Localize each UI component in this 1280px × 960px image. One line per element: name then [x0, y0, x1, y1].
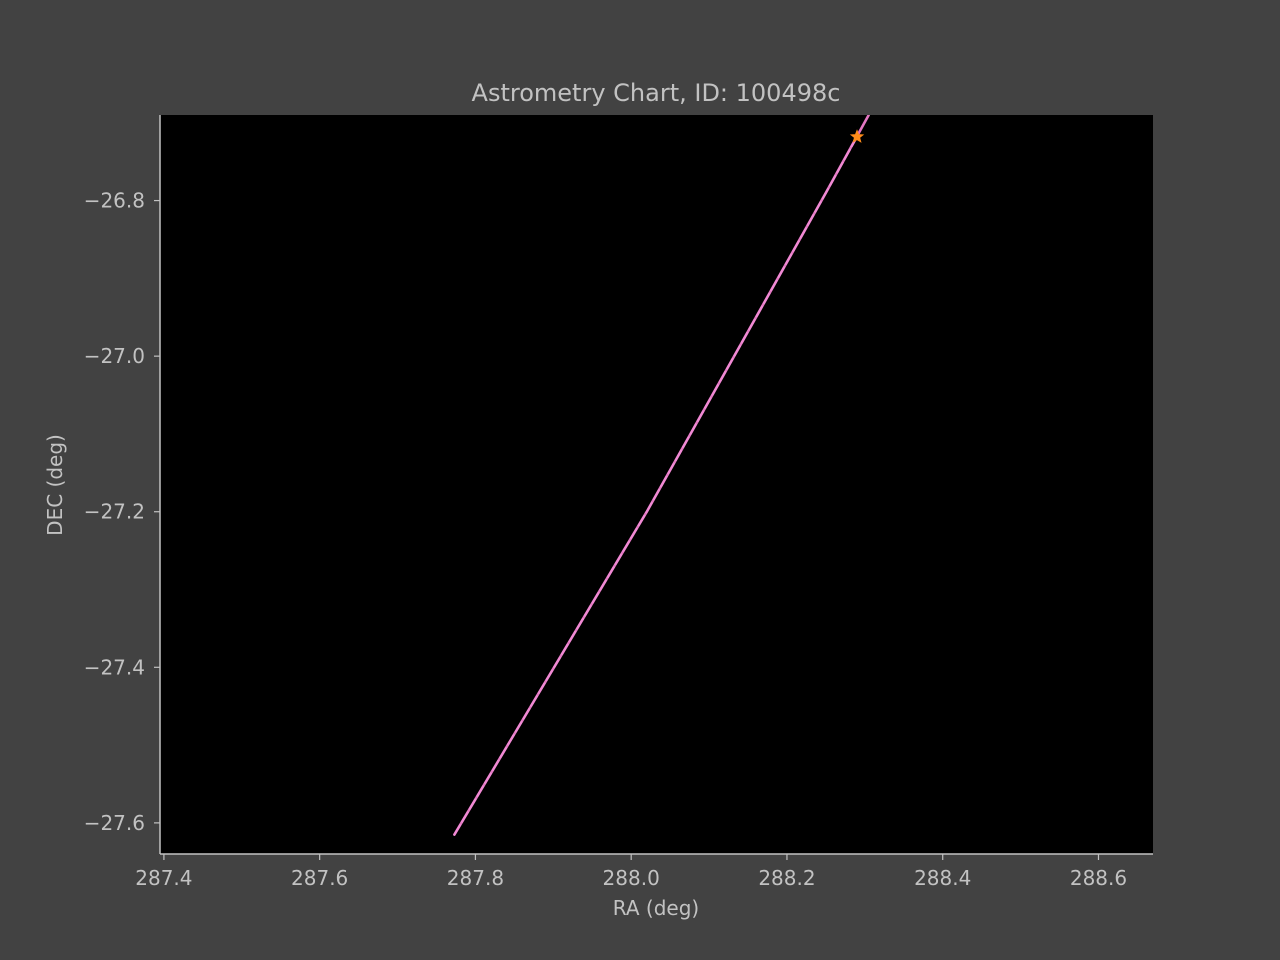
x-tick-label: 288.4	[914, 866, 971, 890]
x-axis-label: RA (deg)	[613, 896, 699, 920]
x-tick-label: 287.6	[291, 866, 348, 890]
x-tick-label: 288.6	[1070, 866, 1127, 890]
chart-marks	[453, 115, 871, 836]
x-tick-label: 288.0	[603, 866, 660, 890]
y-tick-label: −27.6	[84, 811, 145, 835]
y-axis-ticks: −26.8 −27.0 −27.2 −27.4 −27.6	[84, 189, 160, 835]
y-tick-label: −27.0	[84, 344, 145, 368]
plot-area	[160, 115, 1153, 854]
y-axis-label: DEC (deg)	[43, 434, 67, 536]
series-line-dashed	[453, 135, 859, 836]
star-marker	[849, 129, 865, 143]
y-tick-label: −26.8	[84, 189, 145, 213]
chart-title: Astrometry Chart, ID: 100498c	[472, 79, 841, 107]
x-tick-label: 287.8	[447, 866, 504, 890]
x-tick-label: 288.2	[758, 866, 815, 890]
y-tick-label: −27.2	[84, 500, 145, 524]
x-axis-ticks: 287.4 287.6 287.8 288.0 288.2 288.4 288.6	[135, 854, 1127, 890]
x-tick-label: 287.4	[135, 866, 192, 890]
y-tick-label: −27.4	[84, 655, 145, 679]
